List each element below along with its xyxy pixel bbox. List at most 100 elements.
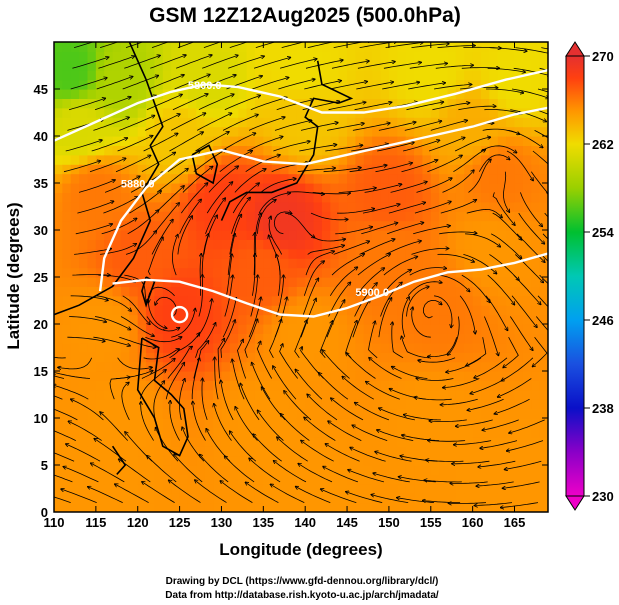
field-cell bbox=[363, 51, 373, 62]
field-cell bbox=[120, 173, 130, 184]
streamline bbox=[392, 322, 404, 359]
field-cell bbox=[489, 42, 499, 52]
field-cell bbox=[539, 295, 548, 306]
field-cell bbox=[221, 446, 231, 457]
field-cell bbox=[447, 173, 457, 184]
streamline bbox=[328, 102, 366, 111]
field-cell bbox=[347, 201, 357, 212]
field-cell bbox=[137, 361, 147, 372]
streamline bbox=[193, 401, 206, 441]
field-cell bbox=[196, 314, 206, 325]
field-cell bbox=[196, 352, 206, 363]
field-cell bbox=[196, 295, 206, 306]
field-cell bbox=[489, 408, 499, 419]
field-cell bbox=[120, 145, 130, 156]
field-cell bbox=[330, 502, 340, 512]
field-cell bbox=[288, 408, 298, 419]
streamline bbox=[219, 151, 253, 173]
field-cell bbox=[187, 352, 197, 363]
field-cell bbox=[162, 399, 172, 410]
streamline bbox=[99, 42, 120, 48]
field-cell bbox=[213, 192, 223, 203]
streamline bbox=[221, 133, 256, 152]
field-cell bbox=[514, 211, 524, 222]
field-cell bbox=[271, 446, 281, 457]
field-cell bbox=[120, 352, 130, 363]
field-cell bbox=[539, 267, 548, 278]
field-cell bbox=[254, 380, 264, 391]
field-cell bbox=[305, 380, 315, 391]
field-cell bbox=[204, 389, 214, 400]
streamline bbox=[480, 145, 517, 153]
field-cell bbox=[79, 201, 89, 212]
field-cell bbox=[112, 70, 122, 81]
field-cell bbox=[238, 239, 248, 250]
field-cell bbox=[288, 258, 298, 269]
field-cell bbox=[422, 192, 432, 203]
field-cell bbox=[271, 89, 281, 99]
field-cell bbox=[397, 107, 407, 118]
field-cell bbox=[120, 126, 130, 137]
field-cell bbox=[422, 295, 432, 306]
field-cell bbox=[313, 436, 323, 447]
field-cell bbox=[112, 455, 122, 466]
field-cell bbox=[154, 380, 164, 391]
streamline bbox=[88, 487, 123, 503]
field-cell bbox=[430, 211, 440, 222]
field-cell bbox=[481, 164, 490, 175]
streamline bbox=[459, 295, 475, 334]
field-cell bbox=[171, 145, 181, 156]
field-cell bbox=[455, 173, 465, 184]
field-cell bbox=[363, 436, 373, 447]
streamline bbox=[257, 410, 284, 441]
field-cell bbox=[238, 493, 248, 504]
field-cell bbox=[104, 371, 114, 381]
field-cell bbox=[70, 371, 80, 381]
field-cell bbox=[112, 258, 122, 269]
field-cell bbox=[187, 295, 197, 306]
field-cell bbox=[430, 136, 440, 146]
field-cell bbox=[271, 42, 281, 52]
streamline bbox=[404, 121, 442, 131]
field-cell bbox=[430, 267, 440, 278]
field-cell bbox=[481, 465, 490, 475]
field-cell bbox=[263, 277, 273, 287]
field-cell bbox=[187, 164, 197, 175]
field-cell bbox=[506, 154, 516, 165]
field-cell bbox=[372, 493, 382, 504]
field-cell bbox=[280, 211, 290, 222]
streamline bbox=[492, 212, 522, 240]
field-cell bbox=[372, 380, 382, 391]
field-cell bbox=[263, 79, 273, 90]
field-cell bbox=[472, 295, 482, 306]
field-cell bbox=[137, 70, 147, 81]
field-cell bbox=[472, 436, 482, 447]
field-cell bbox=[221, 305, 231, 316]
streamline bbox=[54, 375, 65, 379]
field-cell bbox=[254, 361, 264, 372]
field-cell bbox=[62, 333, 72, 344]
field-cell bbox=[422, 154, 432, 165]
field-cell bbox=[363, 342, 373, 353]
field-cell bbox=[313, 361, 323, 372]
field-cell bbox=[79, 455, 89, 466]
field-cell bbox=[472, 418, 482, 428]
field-cell bbox=[497, 324, 507, 334]
field-cell bbox=[162, 502, 172, 512]
field-cell bbox=[154, 493, 164, 504]
y-tick-label: 20 bbox=[34, 317, 48, 332]
streamline bbox=[333, 42, 371, 48]
field-cell bbox=[196, 258, 206, 269]
streamline bbox=[402, 435, 440, 441]
field-cell bbox=[87, 314, 97, 325]
field-cell bbox=[305, 502, 315, 512]
field-cell bbox=[439, 220, 449, 231]
field-cell bbox=[79, 389, 89, 400]
field-cell bbox=[422, 79, 432, 90]
field-cell bbox=[347, 248, 357, 259]
field-cell bbox=[271, 352, 281, 363]
field-cell bbox=[514, 79, 524, 90]
field-cell bbox=[522, 126, 532, 137]
field-cell bbox=[481, 371, 490, 381]
field-cell bbox=[439, 192, 449, 203]
